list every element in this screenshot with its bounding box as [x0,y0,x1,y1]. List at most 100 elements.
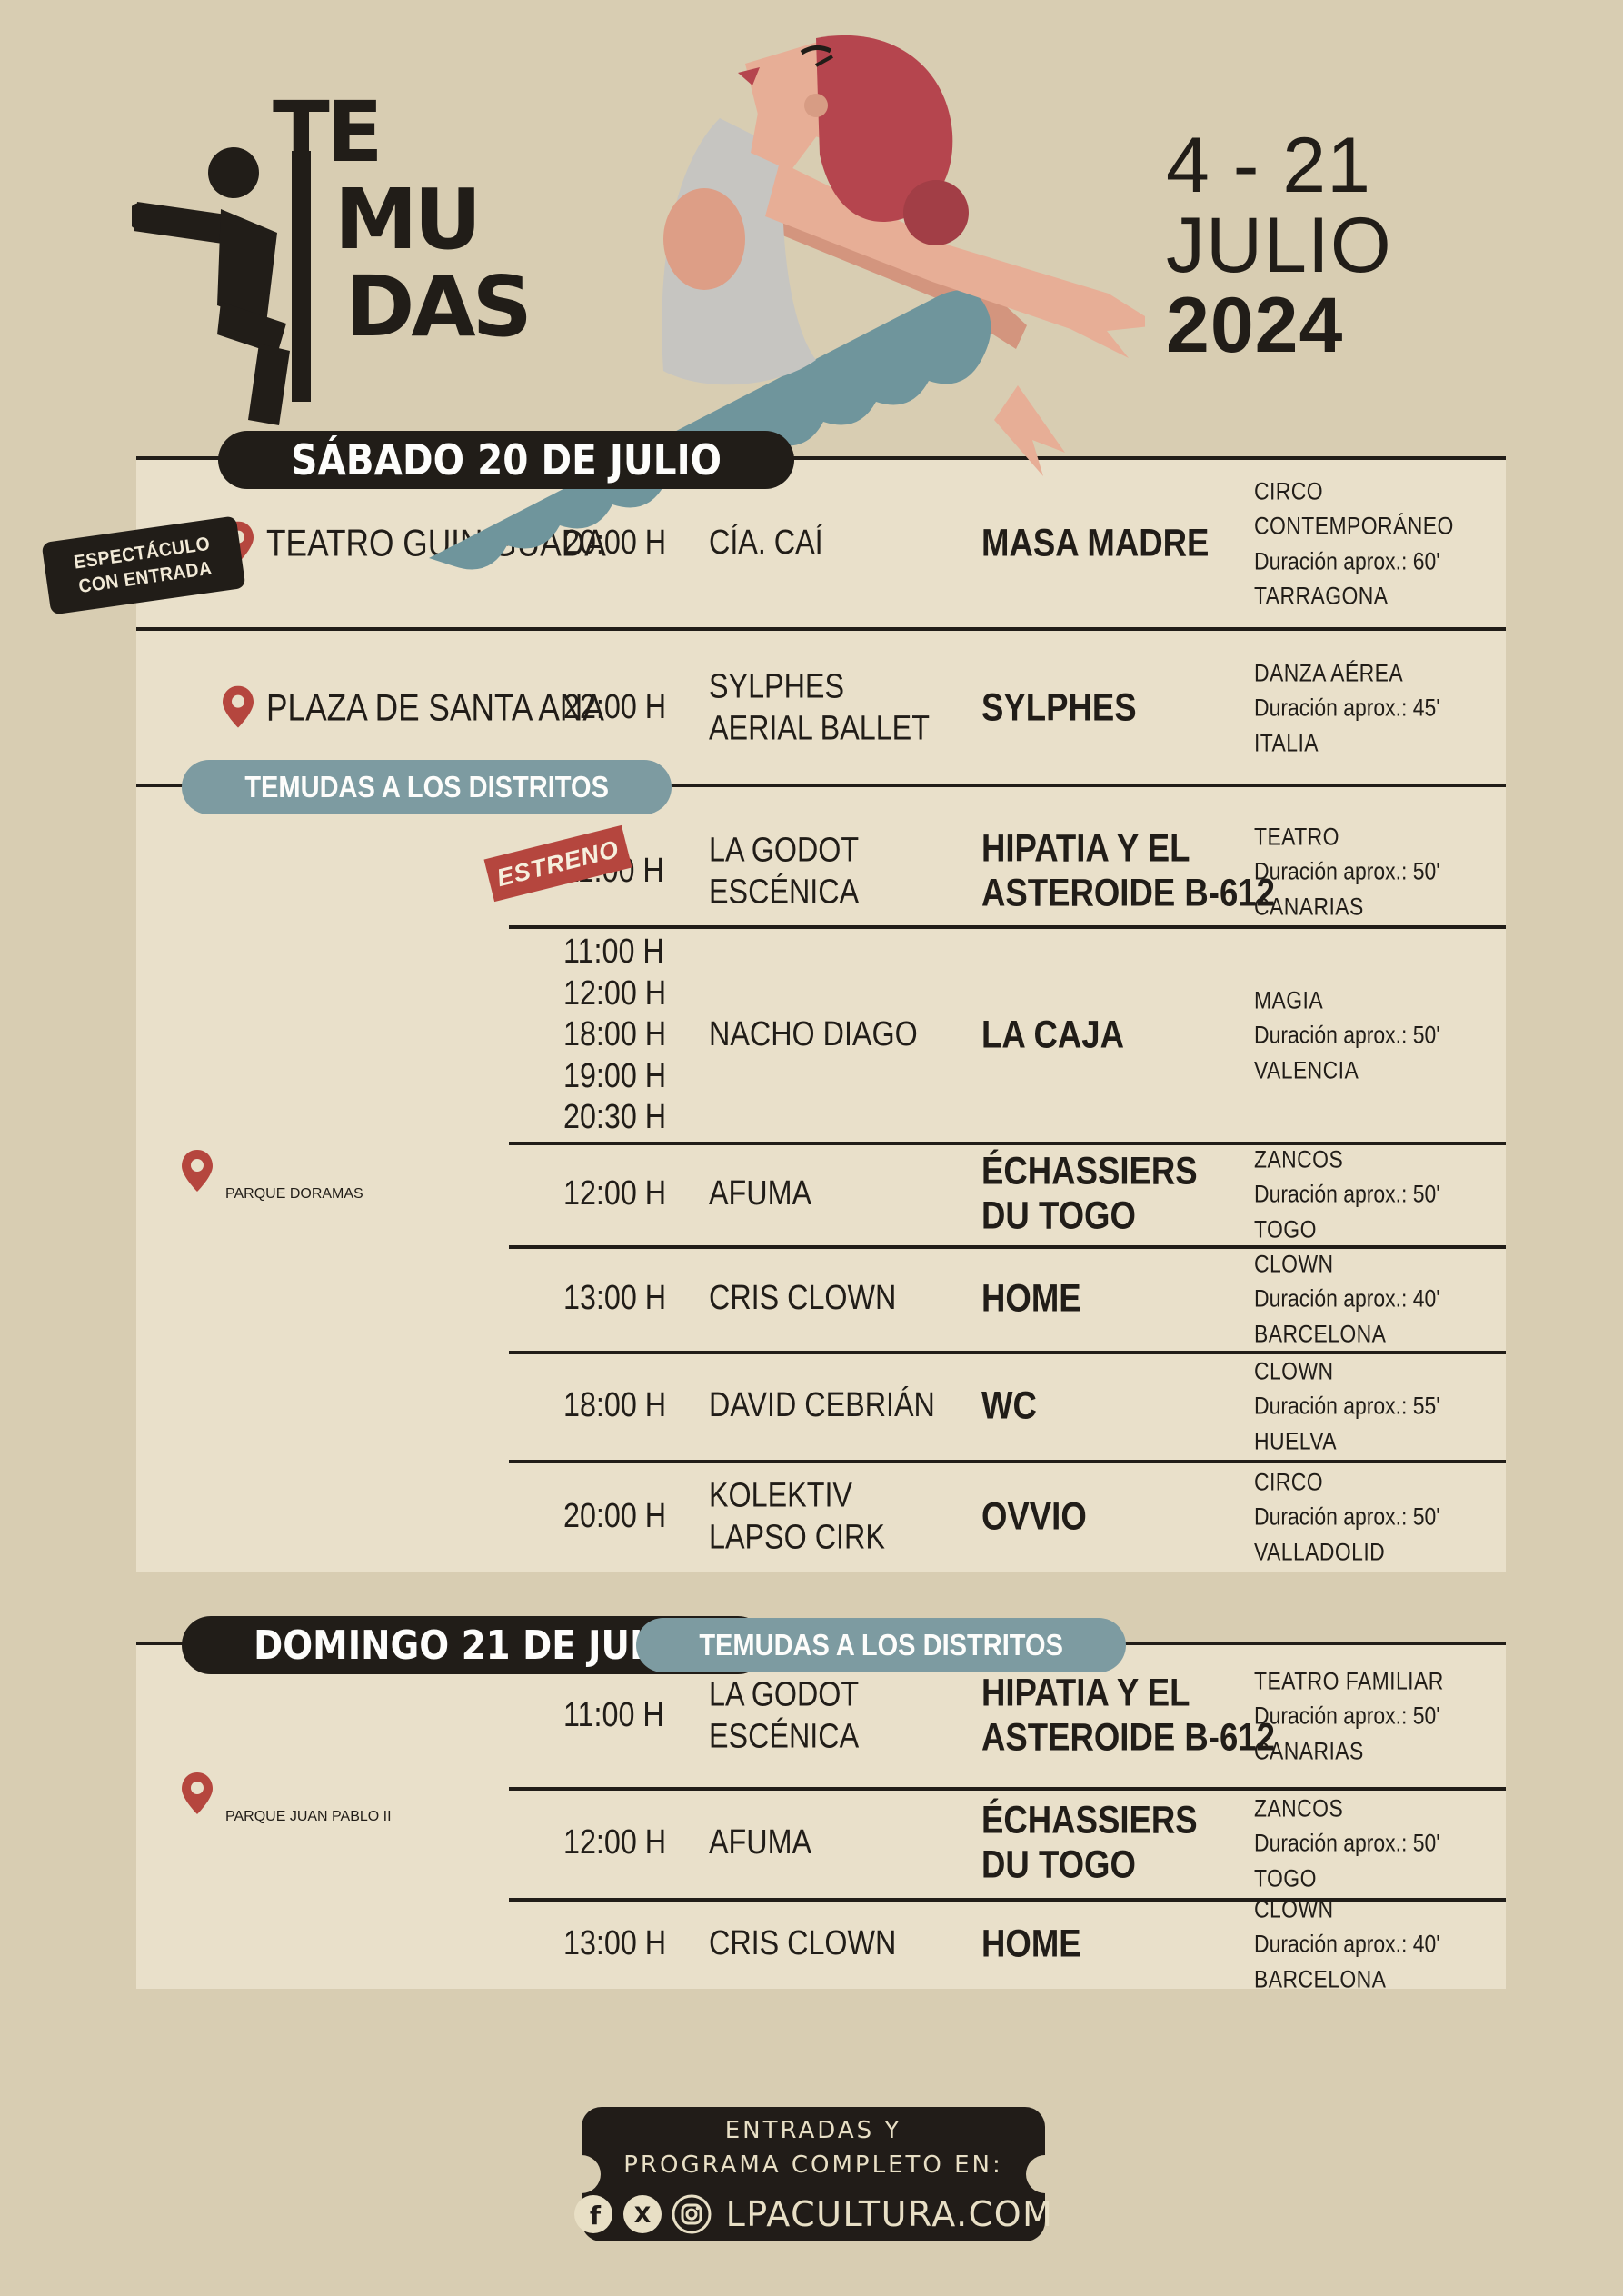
show-details: TEATRO Duración aprox.: 50' CANARIAS [1254,820,1440,924]
table-row: PLAZA DE SANTA ANA 22:00 H SYLPHES AERIA… [136,631,1506,785]
show-time: 13:00 H [563,1279,667,1318]
show-origin: TOGO [1254,1864,1317,1892]
show-duration: Duración aprox.: 50' [1254,1502,1440,1531]
company-name: AFUMA [709,1174,812,1213]
show-duration: Duración aprox.: 50' [1254,1180,1440,1208]
table-row: 13:00 H CRIS CLOWN HOME CLOWN Duración a… [136,1896,1506,1993]
show-details: CIRCO CONTEMPORÁNEO Duración aprox.: 60'… [1254,474,1468,613]
sunday-title: DOMINGO 21 DE JULIO [254,1622,695,1669]
show-genre: MAGIA [1254,986,1324,1014]
show-time: 20:00 H [563,524,667,563]
table-row: 12:00 H AFUMA ÉCHASSIERS DU TOGO ZANCOS … [136,1789,1506,1898]
venue-cell: PARQUE JUAN PABLO II [182,1645,392,1989]
show-genre: CIRCO [1254,1468,1324,1496]
show-details: MAGIA Duración aprox.: 50' VALENCIA [1254,983,1440,1088]
show-time: 12:00 H [563,1823,667,1862]
row-separator [509,1245,1506,1249]
row-separator [509,1351,1506,1354]
show-details: CLOWN Duración aprox.: 55' HUELVA [1254,1354,1440,1459]
ticket-notch [1026,2155,1064,2193]
district-label: TEMUDAS A LOS DISTRITOS [699,1628,1063,1662]
show-origin: VALENCIA [1254,1056,1359,1084]
show-title: ÉCHASSIERS DU TOGO [981,1149,1198,1238]
show-time: 13:00 H [563,1924,667,1963]
saturday-table: TEATRO GUINIGUADA 20:00 H CÍA. CAÍ MASA … [136,460,1506,1572]
saturday-header-pill: SÁBADO 20 DE JULIO [218,431,795,489]
venue-name: PLAZA DE SANTA ANA [266,685,604,729]
venue-cell: PARQUE DORAMAS [182,816,363,1572]
x-icon[interactable]: X [622,2194,662,2234]
venue-name: PARQUE DORAMAS [225,1186,363,1202]
show-origin: CANARIAS [1254,1737,1364,1765]
table-row: 11:00 H 12:00 H 18:00 H 19:00 H 20:30 H … [136,927,1506,1143]
show-genre: CIRCO CONTEMPORÁNEO [1254,477,1454,540]
facebook-icon[interactable]: f [573,2194,613,2234]
climbing-figure-icon [132,147,290,425]
company-name: CÍA. CAÍ [709,524,823,563]
show-origin: HUELVA [1254,1427,1337,1455]
dates-range: 4 - 21 [1166,122,1371,209]
footer-text: ENTRADAS Y PROGRAMA COMPLETO EN: [623,2117,1003,2179]
venue-cell: PLAZA DE SANTA ANA [223,685,669,731]
location-pin-icon [182,1772,213,1814]
show-time: 20:00 H [563,1497,667,1536]
festival-dates: 4 - 21 JULIO 2024 [1166,125,1392,365]
company-name: AFUMA [709,1823,812,1862]
footer-social-row: f X LPACULTURA.COM [573,2194,1054,2234]
show-genre: ZANCOS [1254,1145,1344,1173]
svg-text:X: X [633,2202,651,2228]
row-separator [136,627,1506,631]
show-title: HOME [981,1276,1081,1321]
show-details: DANZA AÉREA Duración aprox.: 45' ITALIA [1254,656,1440,761]
show-genre: ZANCOS [1254,1794,1344,1822]
table-row: 12:00 H AFUMA ÉCHASSIERS DU TOGO ZANCOS … [136,1143,1506,1245]
show-origin: CANARIAS [1254,893,1364,921]
table-row: 11:00 H LA GODOT ESCÉNICA HIPATIA Y EL A… [136,816,1506,927]
company-name: DAVID CEBRIÁN [709,1386,935,1425]
show-details: CIRCO Duración aprox.: 50' VALLADOLID [1254,1465,1440,1570]
table-row: TEATRO GUINIGUADA 20:00 H CÍA. CAÍ MASA … [136,460,1506,627]
company-name: CRIS CLOWN [709,1279,897,1318]
row-separator [509,1787,1506,1791]
show-details: TEATRO FAMILIAR Duración aprox.: 50' CAN… [1254,1664,1444,1769]
show-time: 18:00 H [563,1386,667,1425]
saturday-title: SÁBADO 20 DE JULIO [291,435,722,484]
ticketed-show-label: ESPECTÁCULO CON ENTRADA [72,533,214,598]
section-line [136,456,1506,460]
show-title: HIPATIA Y EL ASTEROIDE B-612 [981,1671,1275,1760]
show-time: 22:00 H [563,688,667,727]
show-duration: Duración aprox.: 60' [1254,547,1440,574]
show-time: 12:00 H [563,1174,667,1213]
company-name: LA GODOT ESCÉNICA [709,831,860,911]
show-genre: TEATRO [1254,823,1339,851]
company-name: NACHO DIAGO [709,1015,918,1054]
company-name: SYLPHES AERIAL BALLET [709,667,930,747]
sunday-table: PARQUE JUAN PABLO II 11:00 H LA GODOT ES… [136,1645,1506,1993]
show-title: LA CAJA [981,1013,1125,1057]
show-times: 11:00 H 12:00 H 18:00 H 19:00 H 20:30 H [563,933,667,1137]
footer-url[interactable]: LPACULTURA.COM [725,2193,1054,2234]
row-separator [509,1142,1506,1145]
table-row: 13:00 H CRIS CLOWN HOME CLOWN Duración a… [136,1247,1506,1351]
svg-text:f: f [590,2201,602,2231]
show-duration: Duración aprox.: 50' [1254,1021,1440,1049]
show-details: CLOWN Duración aprox.: 40' BARCELONA [1254,1247,1440,1352]
venue-name: PARQUE JUAN PABLO II [225,1809,392,1824]
show-origin: BARCELONA [1254,1320,1387,1348]
show-duration: Duración aprox.: 55' [1254,1392,1440,1420]
show-details: CLOWN Duración aprox.: 40' BARCELONA [1254,1892,1440,1997]
show-origin: TARRAGONA [1254,582,1389,610]
row-separator [509,925,1506,929]
show-genre: DANZA AÉREA [1254,659,1404,687]
show-title: SYLPHES [981,685,1137,730]
table-row: 20:00 H KOLEKTIV LAPSO CIRK OVVIO CIRCO … [136,1462,1506,1572]
show-details: ZANCOS Duración aprox.: 50' TOGO [1254,1792,1440,1896]
show-origin: VALLADOLID [1254,1538,1386,1566]
instagram-icon[interactable] [672,2194,712,2234]
show-title: HOME [981,1922,1081,1966]
ballerina-illustration [429,35,1145,570]
location-pin-icon [223,685,254,728]
venue-name: TEATRO GUINIGUADA [266,521,606,564]
show-title: OVVIO [981,1494,1087,1539]
